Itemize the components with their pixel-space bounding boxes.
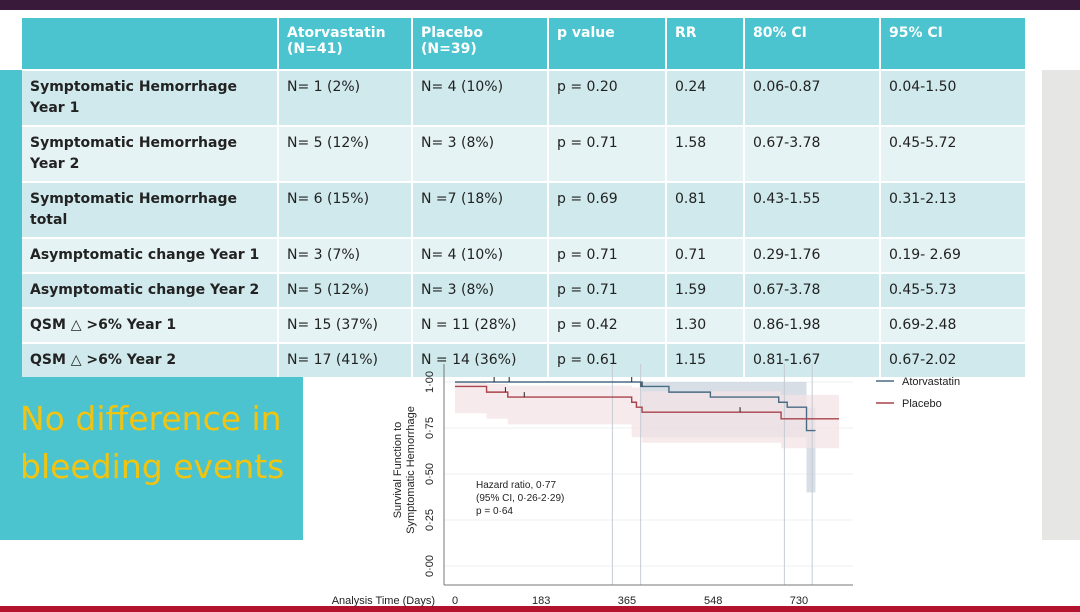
bottom-bar: [0, 606, 1080, 612]
x-tick-label: 548: [704, 595, 722, 607]
table-row: Symptomatic Hemorrhage Year 2 N= 5 (12%) N…: [22, 125, 1027, 182]
table-cell: N= 3 (8%): [412, 125, 549, 182]
table-cell: 0.69-2.48: [880, 307, 1027, 343]
callout-text: No difference in bleeding events: [20, 399, 285, 486]
table-cell: N =7 (18%): [412, 181, 549, 238]
table-cell: p = 0.20: [548, 69, 667, 126]
table-cell: p = 0.71: [548, 125, 667, 182]
table-cell: N= 3 (7%): [278, 237, 413, 273]
table-row: Asymptomatic change Year 1 N= 3 (7%) N= 4 …: [22, 237, 1027, 273]
table-cell: N= 6 (15%): [278, 181, 413, 238]
x-tick-label: 730: [790, 595, 808, 607]
table-cell: N= 17 (41%): [278, 342, 413, 377]
ci-band-placebo: [455, 382, 840, 449]
column-header: [22, 18, 279, 70]
column-header: RR: [666, 18, 745, 70]
teal-accent-strip: [0, 70, 22, 350]
table-row: Asymptomatic change Year 2 N= 5 (12%) N= 3…: [22, 272, 1027, 308]
table-row: QSM △ >6% Year 1 N= 15 (37%) N = 11 (28%) p…: [22, 307, 1027, 343]
table-cell: N= 1 (2%): [278, 69, 413, 126]
x-tick-label: 365: [618, 595, 636, 607]
grey-side-block: [1042, 70, 1080, 540]
table-row: Symptomatic Hemorrhage total N= 6 (15%) N …: [22, 181, 1027, 238]
table-cell: 0.67-2.02: [880, 342, 1027, 377]
column-header: Placebo (N=39): [412, 18, 549, 70]
table-cell: N= 4 (10%): [412, 237, 549, 273]
table-cell: N = 14 (36%): [412, 342, 549, 377]
table-cell: p = 0.61: [548, 342, 667, 377]
y-tick-label: 0·50: [424, 463, 436, 485]
table-cell: 0.45-5.73: [880, 272, 1027, 308]
table-cell: N = 11 (28%): [412, 307, 549, 343]
column-header: 95% CI: [880, 18, 1027, 70]
results-table: Atorvastatin (N=41) Placebo (N=39) p value…: [22, 18, 1027, 377]
table-cell: 0.86-1.98: [744, 307, 881, 343]
x-tick-label: 183: [532, 595, 550, 607]
table-cell: 0.71: [666, 237, 745, 273]
table-cell: 0.45-5.72: [880, 125, 1027, 182]
table-cell: 0.04-1.50: [880, 69, 1027, 126]
legend-label: Placebo: [902, 398, 942, 410]
teal-callout-block: [0, 350, 303, 540]
table-cell: 0.31-2.13: [880, 181, 1027, 238]
table-cell: 1.30: [666, 307, 745, 343]
y-tick-label: 0·75: [424, 417, 436, 439]
row-label: Symptomatic Hemorrhage Year 2: [22, 125, 279, 182]
table-cell: 0.81: [666, 181, 745, 238]
hazard-ratio-annotation: Hazard ratio, 0·77: [476, 480, 556, 491]
table-cell: p = 0.69: [548, 181, 667, 238]
table-cell: p = 0.71: [548, 237, 667, 273]
x-tick-label: 0: [452, 595, 458, 607]
table-cell: N= 3 (8%): [412, 272, 549, 308]
column-header: p value: [548, 18, 667, 70]
table-cell: N= 5 (12%): [278, 125, 413, 182]
table-cell: N= 5 (12%): [278, 272, 413, 308]
row-label: QSM △ >6% Year 1: [22, 307, 279, 343]
row-label: Asymptomatic change Year 2: [22, 272, 279, 308]
hazard-ratio-annotation: (95% CI, 0·26-2·29): [476, 493, 564, 504]
table-cell: N= 4 (10%): [412, 69, 549, 126]
table-row: Symptomatic Hemorrhage Year 1 N= 1 (2%) N=…: [22, 69, 1027, 126]
table-cell: 0.06-0.87: [744, 69, 881, 126]
row-label: Symptomatic Hemorrhage total: [22, 181, 279, 238]
row-label: QSM △ >6% Year 2: [22, 342, 279, 377]
km-curve-placebo: [455, 385, 840, 420]
column-header: Atorvastatin (N=41): [278, 18, 413, 70]
table-cell: 0.81-1.67: [744, 342, 881, 377]
y-tick-label: 0·25: [424, 509, 436, 531]
y-tick-label: 0·00: [424, 555, 436, 577]
table-cell: p = 0.42: [548, 307, 667, 343]
table-cell: 0.19- 2.69: [880, 237, 1027, 273]
table-row: QSM △ >6% Year 2 N= 17 (41%) N = 14 (36%) p…: [22, 342, 1027, 377]
km-curve-atorvastatin: [455, 381, 816, 432]
table-header-row: Atorvastatin (N=41) Placebo (N=39) p value…: [22, 18, 1027, 70]
table-cell: 0.24: [666, 69, 745, 126]
table-cell: 0.29-1.76: [744, 237, 881, 273]
y-axis-label: Symptomatic Hemorrhage: [405, 406, 417, 534]
table-cell: 1.58: [666, 125, 745, 182]
table-cell: p = 0.71: [548, 272, 667, 308]
x-axis-label: Analysis Time (Days): [332, 595, 435, 607]
table-cell: 0.67-3.78: [744, 272, 881, 308]
y-axis-label: Survival Function to: [392, 422, 404, 519]
table-cell: N= 15 (37%): [278, 307, 413, 343]
y-tick-label: 1·00: [424, 371, 436, 393]
hazard-ratio-annotation: p = 0·64: [476, 506, 513, 517]
table-cell: 1.15: [666, 342, 745, 377]
legend-label: Atorvastatin: [902, 376, 960, 388]
table-cell: 1.59: [666, 272, 745, 308]
row-label: Symptomatic Hemorrhage Year 1: [22, 69, 279, 126]
table-cell: 0.67-3.78: [744, 125, 881, 182]
table-cell: 0.43-1.55: [744, 181, 881, 238]
column-header: 80% CI: [744, 18, 881, 70]
row-label: Asymptomatic change Year 1: [22, 237, 279, 273]
